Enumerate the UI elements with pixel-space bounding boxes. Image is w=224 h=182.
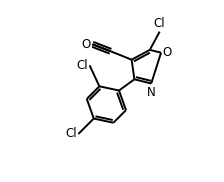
- Text: O: O: [82, 38, 91, 51]
- Text: N: N: [147, 86, 156, 99]
- Text: Cl: Cl: [154, 17, 166, 29]
- Text: Cl: Cl: [76, 59, 88, 72]
- Text: O: O: [163, 46, 172, 59]
- Text: Cl: Cl: [65, 127, 77, 141]
